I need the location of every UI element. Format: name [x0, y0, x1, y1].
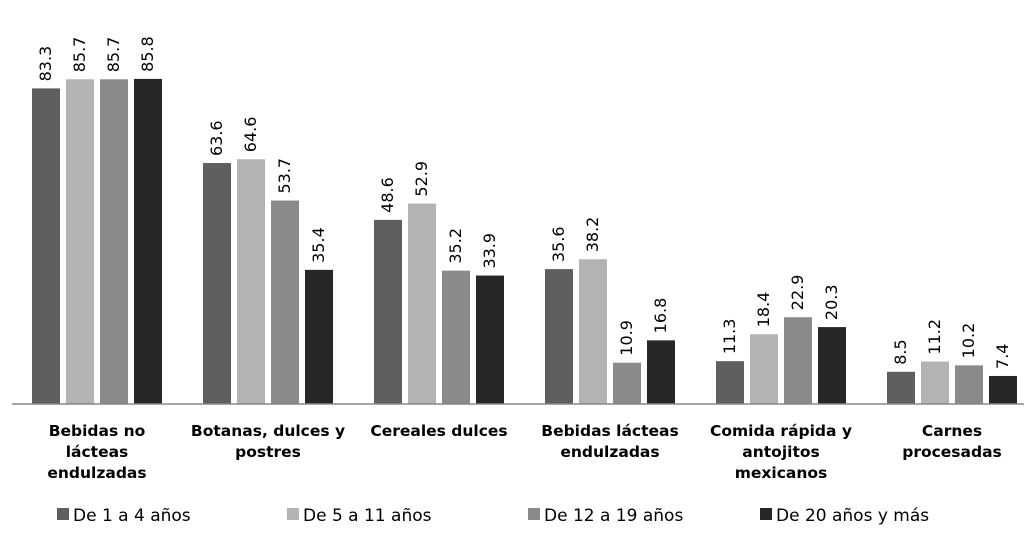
value-label-4-1: 85.8: [138, 36, 157, 72]
value-labels-layer: 83.3 63.6 48.6 35.6 11.3 8.5 85.7 64.6 52.9 38.2 1…: [36, 36, 1012, 369]
legend-label-1: De 1 a 4 años: [73, 506, 191, 526]
value-label-3-5: 22.9: [788, 275, 807, 311]
category-label-5: Comida rápida y antojitos mexicanos: [710, 422, 852, 482]
category-label-3: Cereales dulces: [370, 422, 507, 440]
value-label-2-2: 64.6: [241, 117, 260, 153]
bar-4-4: [647, 340, 675, 404]
bar-4-3: [476, 275, 504, 404]
category-label-line: Carnes: [922, 422, 982, 440]
bars-layer: [32, 78, 1017, 404]
bar-4-1: [134, 78, 162, 404]
legend-swatch-1: [57, 508, 69, 520]
value-label-1-5: 11.3: [720, 319, 739, 355]
bar-2-5: [750, 334, 778, 404]
bar-2-6: [921, 361, 949, 404]
value-label-4-4: 16.8: [651, 298, 670, 334]
category-label-line: mexicanos: [735, 464, 828, 482]
value-label-4-6: 7.4: [993, 344, 1012, 369]
category-label-line: endulzadas: [560, 443, 659, 461]
category-labels-layer: Bebidas no lácteas endulzadas Botanas, dulc…: [47, 422, 1001, 482]
bar-2-3: [408, 203, 436, 404]
legend-swatch-2: [287, 508, 299, 520]
bar-3-4: [613, 362, 641, 404]
category-label-line: Cereales dulces: [370, 422, 507, 440]
category-label-1: Bebidas no lácteas endulzadas: [47, 422, 146, 482]
bar-3-2: [271, 200, 299, 404]
category-label-line: antojitos: [742, 443, 819, 461]
value-label-4-3: 33.9: [480, 233, 499, 269]
bar-1-2: [203, 163, 231, 404]
value-label-2-1: 85.7: [70, 37, 89, 73]
bar-3-1: [100, 79, 128, 404]
bar-1-3: [374, 219, 402, 404]
legend-swatch-4: [760, 508, 772, 520]
legend-label-3: De 12 a 19 años: [544, 506, 683, 526]
value-label-4-2: 35.4: [309, 227, 328, 263]
category-label-line: procesadas: [902, 443, 1002, 461]
bar-1-6: [887, 371, 915, 404]
legend-label-2: De 5 a 11 años: [303, 506, 432, 526]
category-label-line: Bebidas no: [49, 422, 146, 440]
bar-2-2: [237, 159, 265, 404]
bar-1-1: [32, 88, 60, 404]
value-label-1-3: 48.6: [378, 177, 397, 213]
value-label-3-3: 35.2: [446, 228, 465, 264]
value-label-1-2: 63.6: [207, 120, 226, 156]
bar-4-6: [989, 375, 1017, 404]
bar-3-6: [955, 365, 983, 404]
value-label-4-5: 20.3: [822, 284, 841, 320]
bar-1-4: [545, 269, 573, 404]
value-label-3-1: 85.7: [104, 37, 123, 73]
value-label-1-6: 8.5: [891, 339, 910, 364]
value-label-3-6: 10.2: [959, 323, 978, 359]
value-label-2-4: 38.2: [583, 217, 602, 253]
bar-4-5: [818, 327, 846, 404]
category-label-6: Carnes procesadas: [902, 422, 1002, 461]
category-label-line: Comida rápida y: [710, 422, 852, 440]
category-label-4: Bebidas lácteas endulzadas: [541, 422, 678, 461]
value-label-2-6: 11.2: [925, 319, 944, 355]
category-label-2: Botanas, dulces y postres: [191, 422, 345, 461]
category-label-line: lácteas: [66, 443, 129, 461]
bar-2-1: [66, 79, 94, 404]
value-label-2-5: 18.4: [754, 292, 773, 328]
category-label-line: endulzadas: [47, 464, 146, 482]
value-label-1-4: 35.6: [549, 226, 568, 262]
legend-swatch-3: [528, 508, 540, 520]
legend: De 1 a 4 años De 5 a 11 años De 12 a 19 añ…: [57, 506, 929, 526]
bar-4-2: [305, 269, 333, 404]
legend-label-4: De 20 años y más: [776, 506, 929, 526]
category-label-line: Bebidas lácteas: [541, 422, 678, 440]
category-label-line: Botanas, dulces y: [191, 422, 345, 440]
bar-3-5: [784, 317, 812, 404]
value-label-3-4: 10.9: [617, 320, 636, 356]
bar-2-4: [579, 259, 607, 404]
value-label-2-3: 52.9: [412, 161, 431, 197]
bar-3-3: [442, 270, 470, 404]
value-label-1-1: 83.3: [36, 46, 55, 82]
category-label-line: postres: [235, 443, 301, 461]
value-label-3-2: 53.7: [275, 158, 294, 194]
bar-1-5: [716, 361, 744, 404]
